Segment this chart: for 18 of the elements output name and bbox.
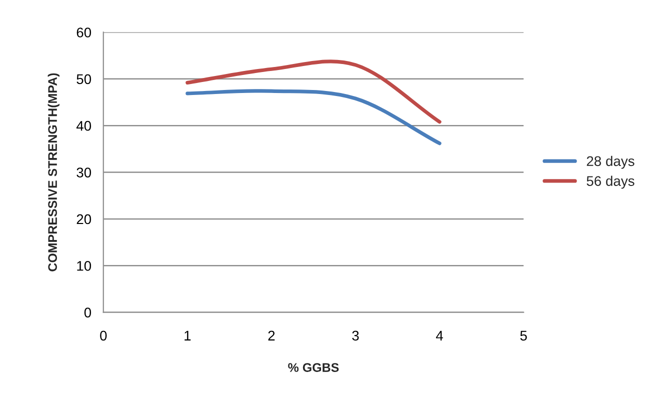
y-tick-label: 10 xyxy=(77,260,92,271)
x-axis-title: % GGBS xyxy=(288,363,339,372)
x-tick-label: 4 xyxy=(436,330,444,340)
y-tick-label: 30 xyxy=(76,168,92,178)
y-tick-label: 50 xyxy=(76,74,92,84)
x-tick-label: 5 xyxy=(520,330,527,341)
x-tick-label: 1 xyxy=(184,330,191,340)
x-tick-label: 0 xyxy=(100,330,107,341)
y-tick-label: 0 xyxy=(84,308,92,318)
y-tick-label: 60 xyxy=(76,28,92,38)
legend-label: 56 days xyxy=(586,176,634,189)
line-series xyxy=(186,89,442,146)
y-tick-label: 40 xyxy=(76,120,92,131)
legend-label: 28 days xyxy=(586,156,634,169)
x-tick-label: 3 xyxy=(352,330,359,341)
y-axis-title: COMPRESSIVE STRENGTH(MPA) xyxy=(48,73,60,272)
y-tick-label: 20 xyxy=(76,214,92,224)
x-tick-label: 2 xyxy=(268,330,275,340)
